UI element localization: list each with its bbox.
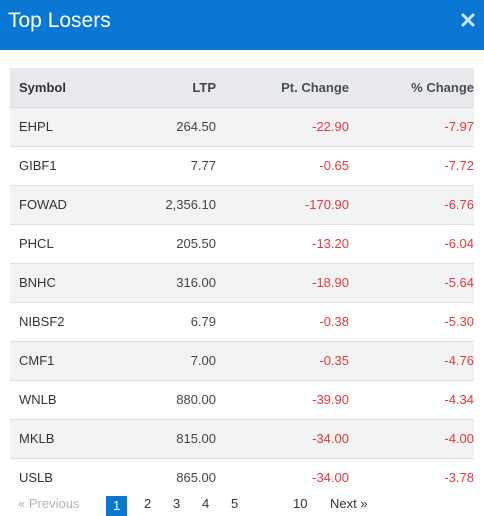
cell-symbol[interactable]: WNLB [19, 392, 57, 407]
cell-ltp: 264.50 [176, 119, 216, 134]
cell-ltp: 865.00 [176, 470, 216, 486]
cell-pct-change: -4.76 [444, 353, 474, 368]
cell-pct-change: -6.76 [444, 197, 474, 212]
cell-pt-change: -34.00 [312, 470, 349, 486]
cell-pct-change: -5.64 [444, 275, 474, 290]
table-row[interactable]: MKLB 815.00 -34.00 -4.00 [10, 419, 474, 458]
pagination-page[interactable]: 5 [231, 496, 239, 511]
table-header-row: Symbol LTP Pt. Change % Change [10, 68, 474, 107]
table-row[interactable]: WNLB 880.00 -39.90 -4.34 [10, 380, 474, 419]
cell-symbol[interactable]: FOWAD [19, 197, 67, 212]
cell-symbol[interactable]: BNHC [19, 275, 56, 290]
column-header-symbol[interactable]: Symbol [19, 79, 66, 95]
column-header-pct-change[interactable]: % Change [411, 79, 474, 95]
cell-ltp: 815.00 [176, 431, 216, 446]
cell-pt-change: -22.90 [312, 119, 349, 134]
cell-pct-change: -4.34 [444, 392, 474, 407]
cell-symbol[interactable]: USLB [19, 470, 53, 486]
cell-pct-change: -3.78 [444, 470, 474, 486]
table-row[interactable]: CMF1 7.00 -0.35 -4.76 [10, 341, 474, 380]
pagination-page-current[interactable]: 1 [106, 496, 128, 516]
dialog-header: Top Losers [0, 0, 484, 50]
dialog-title: Top Losers [8, 9, 111, 32]
table-row[interactable]: NIBSF2 6.79 -0.38 -5.30 [10, 302, 474, 341]
cell-pct-change: -7.72 [444, 158, 474, 173]
pagination-previous[interactable]: « Previous [18, 496, 80, 511]
losers-table-container: Symbol LTP Pt. Change % Change EHPL 264.… [10, 68, 474, 508]
cell-pct-change: -4.00 [444, 431, 474, 446]
pagination-page-last[interactable]: 10 [293, 496, 308, 511]
cell-ltp: 6.79 [190, 314, 216, 329]
table-row[interactable]: GIBF1 7.77 -0.65 -7.72 [10, 146, 474, 185]
pagination-next[interactable]: Next » [330, 496, 368, 511]
pagination-page[interactable]: 3 [173, 496, 181, 511]
close-icon[interactable] [460, 12, 476, 28]
cell-symbol[interactable]: GIBF1 [19, 158, 57, 173]
cell-ltp: 7.77 [190, 158, 216, 173]
cell-ltp: 316.00 [176, 275, 216, 290]
cell-pt-change: -39.90 [312, 392, 349, 407]
pagination-page[interactable]: 2 [144, 496, 152, 511]
pagination-page[interactable]: 4 [202, 496, 210, 511]
cell-pt-change: -13.20 [312, 236, 349, 251]
cell-symbol[interactable]: PHCL [19, 236, 54, 251]
cell-pt-change: -18.90 [312, 275, 349, 290]
cell-symbol[interactable]: EHPL [19, 119, 53, 134]
table-row[interactable]: BNHC 316.00 -18.90 -5.64 [10, 263, 474, 302]
cell-symbol[interactable]: NIBSF2 [19, 314, 65, 329]
cell-pt-change: -0.35 [319, 353, 349, 368]
cell-pt-change: -170.90 [304, 197, 349, 212]
cell-pct-change: -7.97 [444, 119, 474, 134]
cell-ltp: 7.00 [190, 353, 216, 368]
cell-pt-change: -0.65 [319, 158, 349, 173]
cell-pct-change: -5.30 [444, 314, 474, 329]
cell-ltp: 205.50 [176, 236, 216, 251]
table-row[interactable]: FOWAD 2,356.10 -170.90 -6.76 [10, 185, 474, 224]
cell-symbol[interactable]: CMF1 [19, 353, 55, 368]
cell-pt-change: -34.00 [312, 431, 349, 446]
cell-ltp: 880.00 [176, 392, 216, 407]
losers-table: Symbol LTP Pt. Change % Change EHPL 264.… [10, 68, 474, 497]
cell-ltp: 2,356.10 [165, 197, 216, 212]
column-header-ltp[interactable]: LTP [192, 79, 216, 95]
cell-pct-change: -6.04 [444, 236, 474, 251]
table-row[interactable]: PHCL 205.50 -13.20 -6.04 [10, 224, 474, 263]
table-row[interactable]: USLB 865.00 -34.00 -3.78 [10, 458, 474, 497]
table-row[interactable]: EHPL 264.50 -22.90 -7.97 [10, 107, 474, 146]
cell-pt-change: -0.38 [319, 314, 349, 329]
column-header-pt-change[interactable]: Pt. Change [281, 79, 349, 95]
cell-symbol[interactable]: MKLB [19, 431, 55, 446]
